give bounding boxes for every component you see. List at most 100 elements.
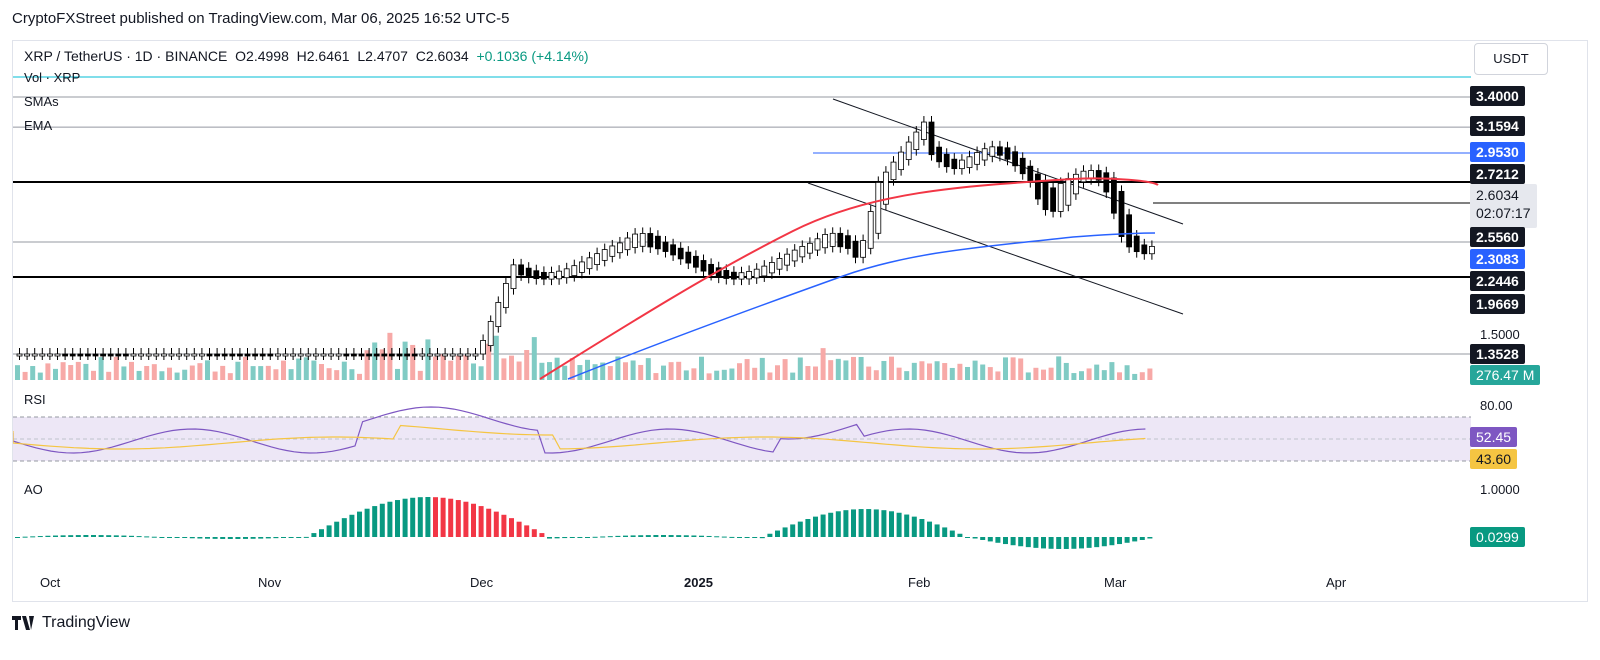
volume-bar: [531, 337, 537, 380]
x-label-nov: Nov: [258, 575, 282, 590]
ao-bar: [524, 525, 530, 537]
volume-bar: [410, 344, 416, 380]
chart-canvas[interactable]: [13, 41, 1587, 601]
volume-bar: [509, 355, 514, 380]
ao-bar: [357, 511, 362, 537]
volume-bar: [1117, 372, 1122, 380]
ao-bar: [965, 537, 970, 538]
candle-body: [594, 253, 600, 265]
candle-body: [350, 353, 357, 357]
ao-bar: [364, 508, 370, 537]
volume-bar: [189, 365, 195, 380]
candle-body: [411, 353, 418, 357]
ao-bar: [889, 511, 894, 537]
price-tag-2-2446: 2.2446: [1470, 271, 1525, 291]
legend-vol[interactable]: Vol · XRP: [24, 70, 81, 85]
candle-body: [974, 152, 980, 165]
candle-body: [244, 353, 251, 357]
volume-bar: [980, 364, 986, 380]
volume-bar: [562, 365, 568, 380]
ao-bar: [661, 535, 666, 537]
volume-bar: [83, 363, 89, 380]
ao-bar: [334, 521, 340, 537]
rsi-label[interactable]: RSI: [24, 392, 46, 407]
volume-bar: [121, 366, 127, 380]
volume-bar: [281, 360, 286, 380]
volume-bar: [326, 368, 332, 380]
ao-bar: [395, 500, 400, 537]
volume-bar: [319, 364, 324, 380]
candle-body: [829, 232, 836, 247]
ao-bar: [623, 535, 628, 537]
candle-body: [693, 255, 699, 268]
volume-bar: [911, 362, 917, 380]
candle-body: [168, 353, 175, 357]
chart-panel[interactable]: [12, 40, 1588, 602]
candle-body: [305, 353, 312, 357]
volume-bar: [1056, 356, 1062, 380]
volume-bar: [569, 358, 575, 380]
ao-bar: [919, 519, 925, 537]
candle-body: [442, 353, 449, 357]
volume-bar: [387, 332, 393, 380]
volume-bar: [265, 365, 271, 380]
volume-bar: [486, 343, 492, 380]
ao-bar: [98, 535, 104, 537]
ao-bar: [1124, 537, 1130, 543]
rsi-line: [13, 406, 1146, 454]
ao-bar: [30, 536, 36, 538]
ao-bar: [630, 535, 636, 537]
volume-bar: [835, 358, 841, 380]
candle-body: [381, 353, 388, 357]
ao-bar: [714, 536, 720, 538]
volume-bar: [341, 361, 347, 380]
legend-smas[interactable]: SMAs: [24, 94, 59, 109]
candle-body: [388, 353, 395, 357]
candle-body: [290, 353, 297, 357]
candle-body: [426, 353, 433, 357]
volume-bar: [767, 372, 773, 380]
currency-button[interactable]: USDT: [1474, 43, 1548, 75]
volume-bar: [37, 372, 43, 380]
ao-bar: [653, 535, 659, 537]
ao-label[interactable]: AO: [24, 482, 43, 497]
candle-body: [1080, 170, 1087, 183]
ao-bar: [136, 536, 142, 538]
volume-bar: [714, 370, 720, 380]
ao-bar: [1018, 537, 1024, 547]
legend-ema[interactable]: EMA: [24, 118, 53, 133]
candle-body: [282, 353, 289, 357]
volume-bar: [22, 371, 28, 380]
ao-bar: [1010, 537, 1016, 546]
candle-body: [358, 353, 365, 357]
candle-body: [16, 353, 23, 357]
candle-body: [936, 146, 942, 163]
ao-bar: [539, 533, 545, 537]
volume-bar: [927, 363, 932, 380]
candle-body: [981, 148, 988, 161]
ao-bar: [972, 537, 978, 539]
candle-body: [404, 353, 411, 357]
ohlc-low: L2.4707: [357, 48, 408, 64]
ao-bar: [790, 524, 796, 537]
candle-body: [221, 353, 228, 357]
ao-bar: [197, 537, 203, 539]
symbol-ohlc-line: XRP / TetherUS · 1D · BINANCE O2.4998 H2…: [24, 48, 589, 64]
ao-bar: [1147, 537, 1153, 539]
ao-bar: [721, 536, 727, 538]
volume-bar: [851, 356, 856, 380]
ohlc-high: H2.6461: [296, 48, 350, 64]
volume-bar: [653, 373, 659, 380]
volume-bar: [1041, 369, 1046, 380]
volume-bar: [668, 362, 674, 380]
candle-body: [700, 260, 707, 272]
candle-body: [761, 265, 768, 277]
x-label-2025: 2025: [684, 575, 713, 590]
candle-body: [487, 321, 494, 347]
ao-bar: [896, 512, 902, 537]
ao-bar: [53, 535, 58, 537]
candle-body: [373, 353, 380, 357]
candle-body: [183, 353, 190, 357]
ohlc-open: O2.4998: [235, 48, 289, 64]
footer-brand[interactable]: TradingView: [12, 614, 130, 632]
